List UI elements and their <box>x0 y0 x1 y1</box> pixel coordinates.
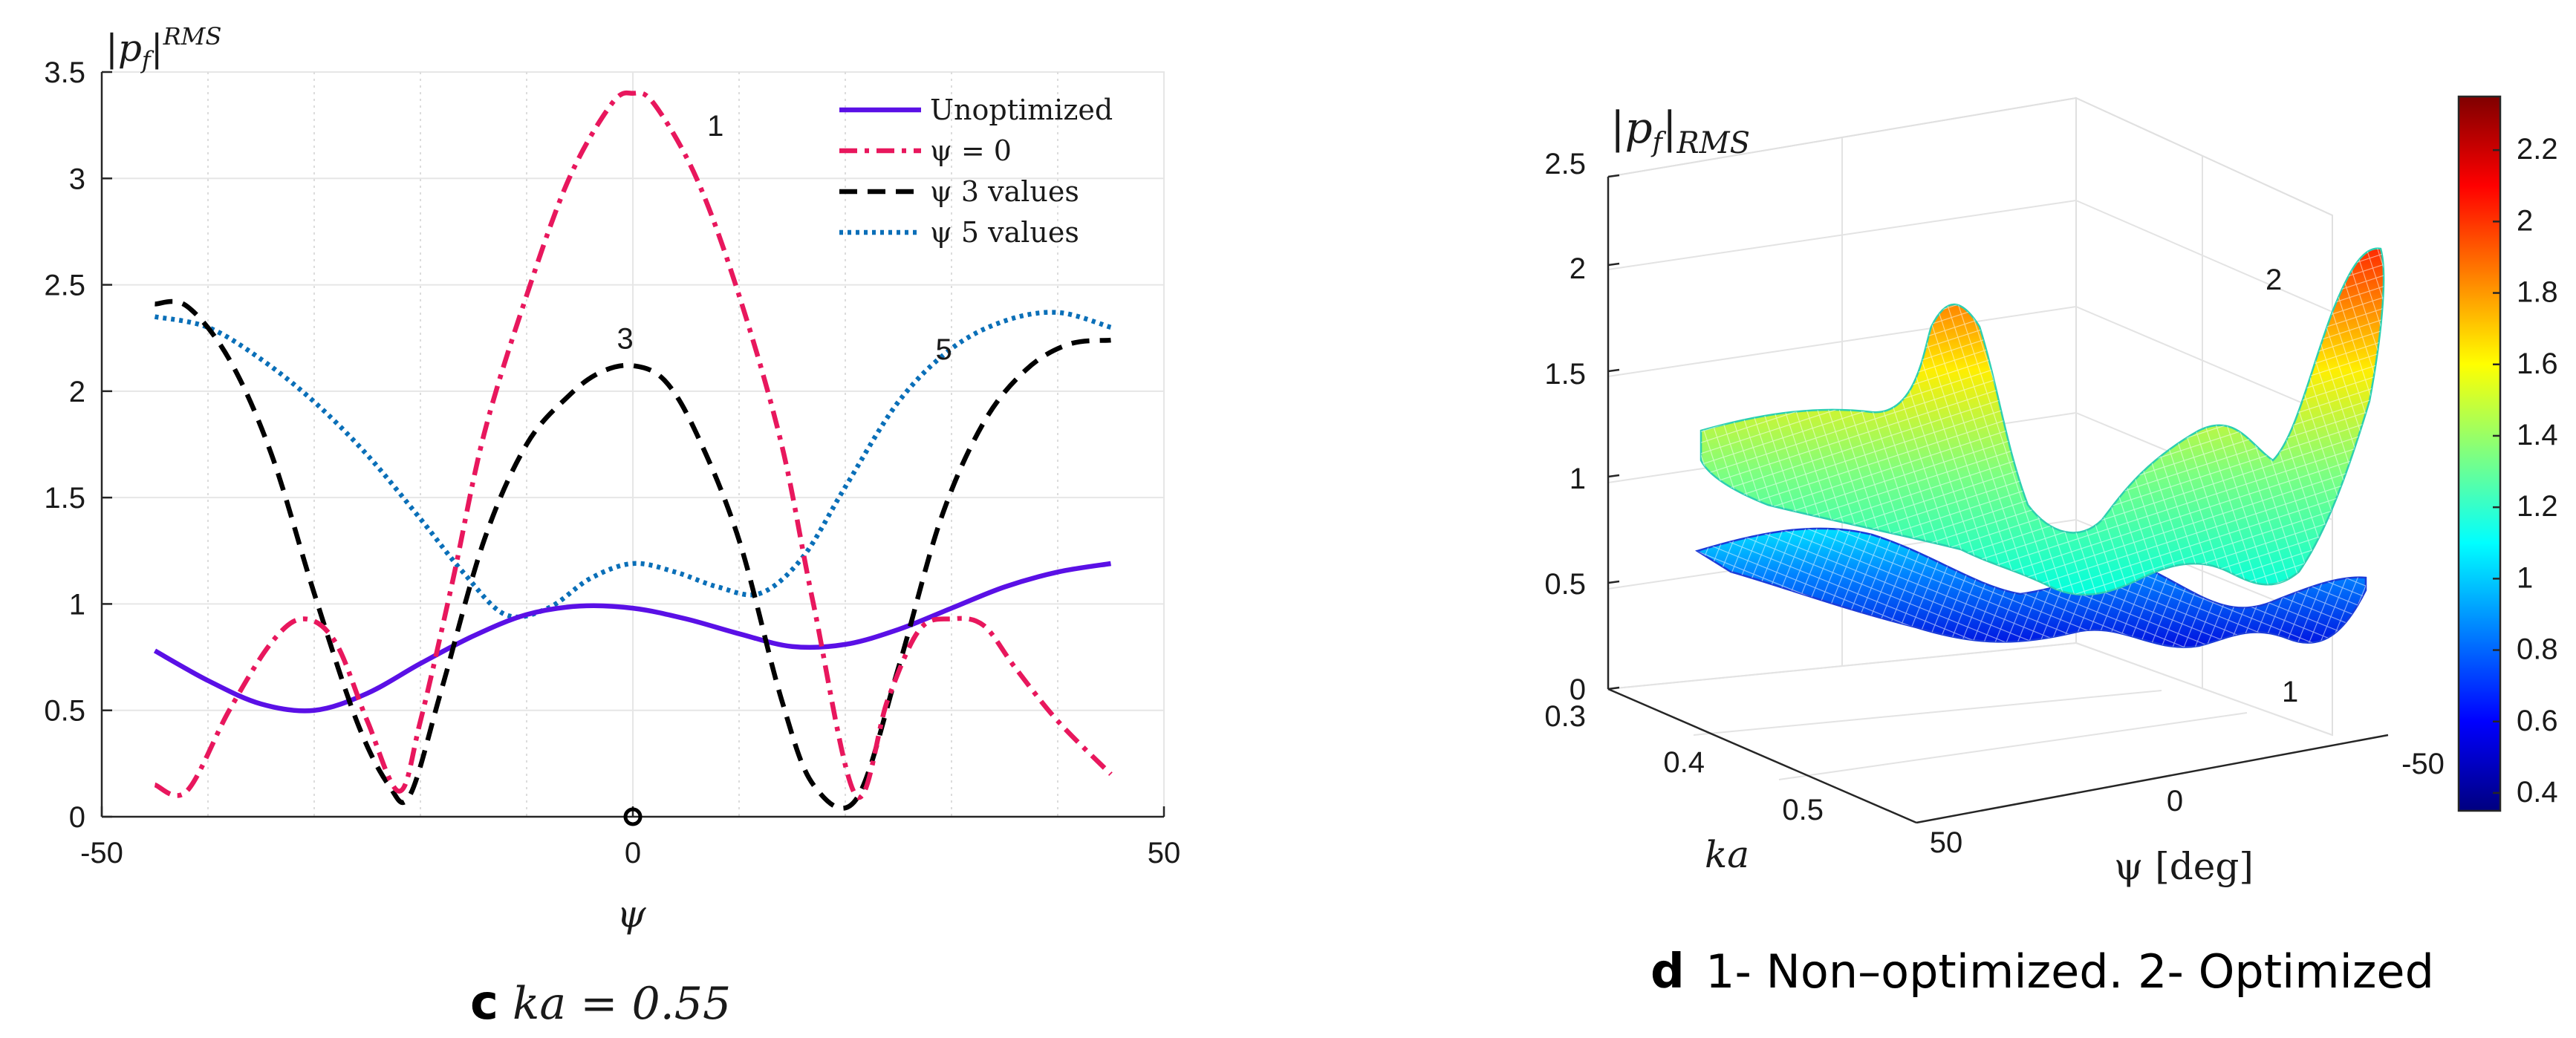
colorbar-tick-label: 1.2 <box>2517 490 2558 523</box>
series-group <box>153 90 1113 811</box>
x-axis-label: ψ <box>617 892 646 936</box>
y-axis-label: |pf|RMS <box>105 22 221 74</box>
box-grid <box>1607 137 2333 780</box>
box-top-edge <box>1607 97 2077 177</box>
z-tick: 0 <box>1570 673 1586 706</box>
y-tick-label: 0.5 <box>44 695 85 728</box>
colorbar-tick-label: 2.2 <box>2517 133 2558 166</box>
legend-label: ψ 3 values <box>930 175 1079 208</box>
psi-tick: 50 <box>1930 826 1963 859</box>
colorbar-tick-label: 1.6 <box>2517 347 2558 380</box>
psi-tick: -50 <box>2401 748 2445 780</box>
psi-axis <box>1916 734 2389 824</box>
legend: Unoptimized ψ = 0 ψ 3 values ψ 5 values <box>839 94 1113 249</box>
ka-tick-labels: 0.3 0.4 0.5 <box>1544 700 1824 826</box>
series-line-3 <box>154 310 1112 620</box>
y-tick-label: 3.5 <box>44 56 85 89</box>
curve-label: 3 <box>617 323 634 356</box>
z-tick: 0.5 <box>1544 568 1586 601</box>
y-tick-label: 3 <box>69 163 85 195</box>
ka-tick: 0.4 <box>1663 746 1705 779</box>
z-tick: 1 <box>1570 463 1586 495</box>
psi-axis-label: ψ [deg] <box>2114 845 2254 888</box>
colorbar-tick-label: 2 <box>2517 204 2533 237</box>
legend-label: ψ 5 values <box>930 216 1079 249</box>
curve-label: 5 <box>936 333 952 366</box>
psi-tick-labels: 50 0 -50 <box>1930 748 2445 859</box>
z-tick: 2 <box>1570 252 1586 285</box>
colorbar-tick-label: 1 <box>2517 561 2533 594</box>
ka-axis-label: ka <box>1705 833 1749 876</box>
surface-chart-panel: 0 0.5 1 1.5 2 2.5 0.3 0.4 0.5 ka 50 0 -5… <box>1544 95 2558 999</box>
series-line-1 <box>154 90 1113 800</box>
ka-tick: 0.5 <box>1782 794 1824 826</box>
mesh-optimized <box>1701 248 2384 595</box>
line-chart-panel: 00.511.522.533.5 -50 0 50 13 5 |pf|RMS ψ Un… <box>44 22 1180 1031</box>
z-tick-marks <box>1607 174 1620 691</box>
x-tick-label: 50 <box>1148 837 1181 869</box>
ka-axis <box>1607 688 1917 824</box>
series-line-2 <box>155 298 1111 811</box>
tick-marks <box>100 71 1165 818</box>
panel-c-caption: ka = 0.55 <box>513 978 731 1030</box>
curve-label: 1 <box>707 110 723 143</box>
z-tick-labels: 0 0.5 1 1.5 2 2.5 <box>1544 148 1586 706</box>
z-axis-label: |pf|RMS <box>1610 102 1750 160</box>
surface-label-optimized: 2 <box>2266 264 2282 296</box>
x-tick-label: 0 <box>625 837 641 869</box>
legend-label: Unoptimized <box>930 94 1113 126</box>
psi-tick: 0 <box>2167 785 2183 817</box>
colorbar-tick-label: 1.4 <box>2517 419 2558 451</box>
colorbar-tick-label: 0.6 <box>2517 705 2558 737</box>
x-tick-labels: -50 0 50 <box>80 837 1180 869</box>
x-tick-label: -50 <box>80 837 123 869</box>
y-tick-label: 1.5 <box>44 482 85 515</box>
y-tick-label: 2 <box>69 376 85 408</box>
box-top-side <box>2075 97 2333 216</box>
y-tick-label: 1 <box>69 588 85 621</box>
y-tick-label: 2.5 <box>44 270 85 302</box>
mesh-non-optimized <box>1697 528 2366 647</box>
z-tick: 1.5 <box>1544 358 1586 391</box>
z-tick: 2.5 <box>1544 148 1586 180</box>
colorbar-ticks: 0.4 0.6 0.8 1 1.2 1.4 1.6 1.8 2 2.2 <box>2493 133 2558 809</box>
series-line-0 <box>153 561 1112 714</box>
origin-marker <box>623 807 643 826</box>
colorbar-tick-label: 0.4 <box>2517 776 2558 809</box>
y-tick-labels: 0 0.5 1 1.5 2 2.5 3 3.5 <box>44 56 85 834</box>
panel-d-caption: 1- Non–optimized. 2- Optimized <box>1705 944 2434 999</box>
panel-letter-c: c <box>470 976 498 1031</box>
colorbar <box>2457 95 2502 812</box>
curve-annotations: 1 3 5 <box>617 110 952 366</box>
colorbar-tick-label: 0.8 <box>2517 633 2558 666</box>
legend-label: ψ = 0 <box>930 134 1012 167</box>
y-tick-label: 0 <box>69 801 85 834</box>
surface-label-non-optimized: 1 <box>2282 676 2298 708</box>
panel-letter-d: d <box>1650 944 1685 999</box>
ka-tick: 0.3 <box>1544 700 1586 733</box>
colorbar-tick-label: 1.8 <box>2517 276 2558 309</box>
